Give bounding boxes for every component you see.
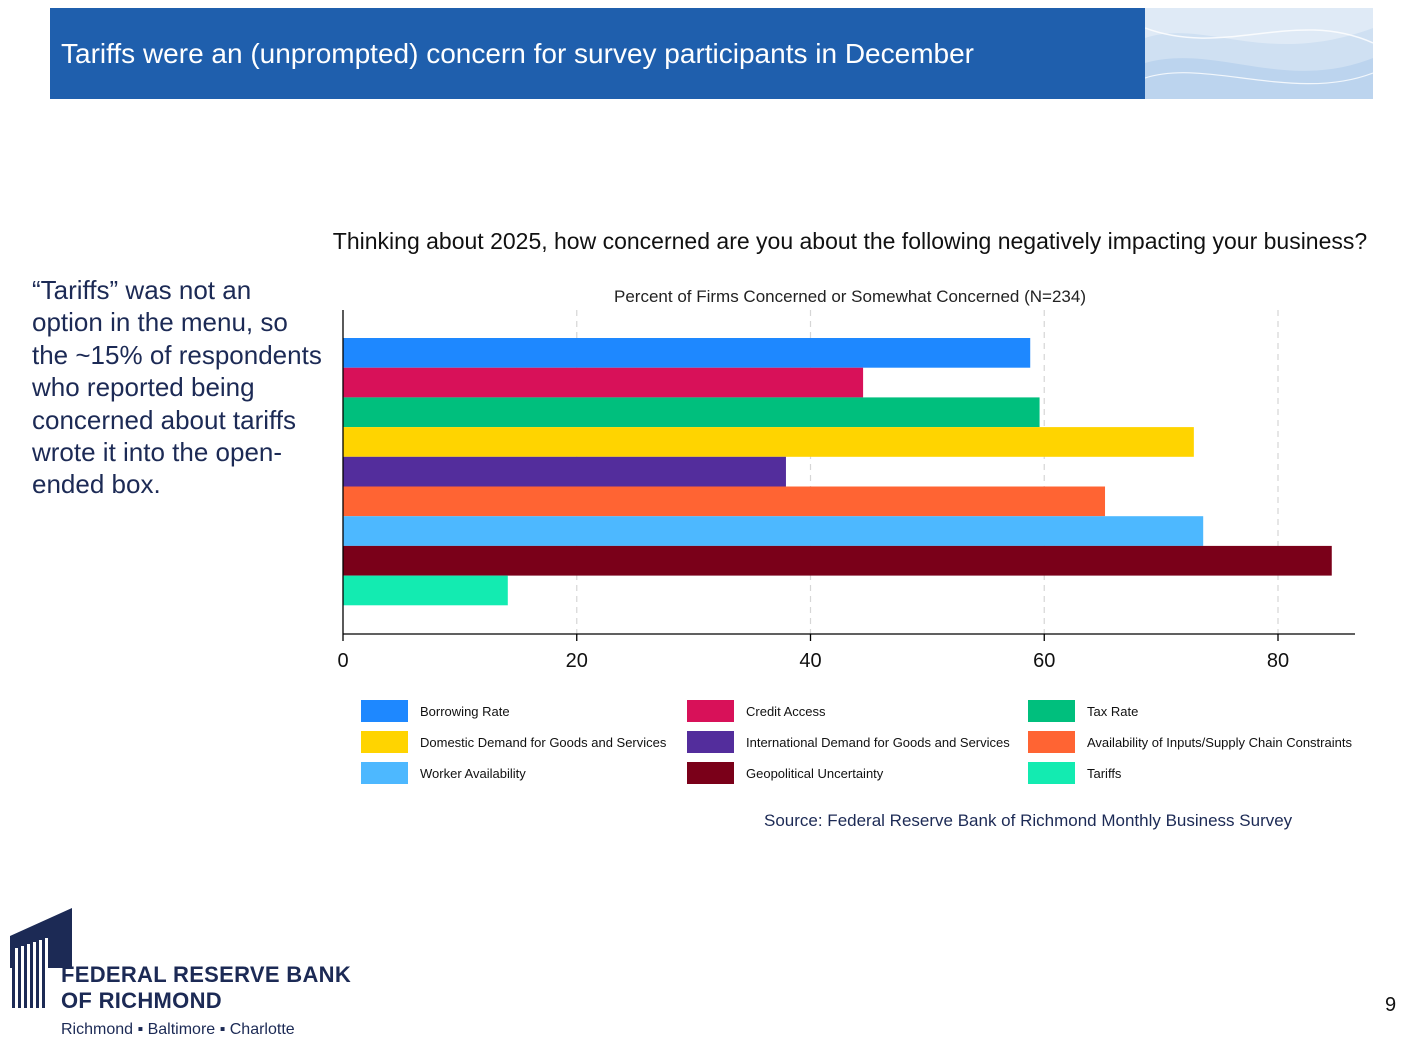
- bar-tariffs: [343, 575, 508, 606]
- bar-international-demand-for-goods-and-services: [343, 456, 786, 487]
- source-note: Source: Federal Reserve Bank of Richmond…: [764, 811, 1293, 830]
- bar-credit-access: [343, 367, 864, 398]
- x-tick-label: 40: [799, 650, 821, 672]
- bar-borrowing-rate: [343, 338, 1031, 368]
- x-tick-label: 60: [1033, 650, 1055, 672]
- bar-tax-rate: [343, 397, 1040, 428]
- x-tick-label: 0: [337, 650, 348, 672]
- x-tick-label: 20: [566, 650, 588, 672]
- logo-text-line2: OF RICHMOND: [61, 988, 222, 1013]
- header-wave-decoration: [1145, 8, 1373, 99]
- chart-bars: [343, 338, 1332, 606]
- side-note: “Tariffs” was not an option in the menu,…: [32, 275, 322, 500]
- chart-subtitle: Percent of Firms Concerned or Somewhat C…: [614, 287, 1086, 306]
- bar-domestic-demand-for-goods-and-services: [343, 427, 1194, 457]
- slide-header: Tariffs were an (unprompted) concern for…: [50, 8, 1373, 99]
- logo-cities: Richmond ▪ Baltimore ▪ Charlotte: [61, 1021, 295, 1038]
- x-tick-label: 80: [1267, 650, 1289, 672]
- chart-axes: 0 20 40 60 80: [337, 310, 1355, 672]
- chart-title: Thinking about 2025, how concerned are y…: [332, 228, 1368, 254]
- bar-worker-availability: [343, 516, 1204, 546]
- bar-geopolitical-uncertainty: [343, 545, 1332, 576]
- page-number: 9: [1385, 994, 1397, 1016]
- chart-gridlines: [576, 310, 1279, 634]
- logo-text-line1: FEDERAL RESERVE BANK: [61, 962, 352, 987]
- bar-availability-of-inputs-supply-chain-constraints: [343, 486, 1106, 517]
- frb-richmond-logo: FEDERAL RESERVE BANK OF RICHMOND Richmon…: [8, 906, 351, 1046]
- slide-title: Tariffs were an (unprompted) concern for…: [61, 38, 974, 69]
- logo-columns-icon: [10, 908, 72, 1008]
